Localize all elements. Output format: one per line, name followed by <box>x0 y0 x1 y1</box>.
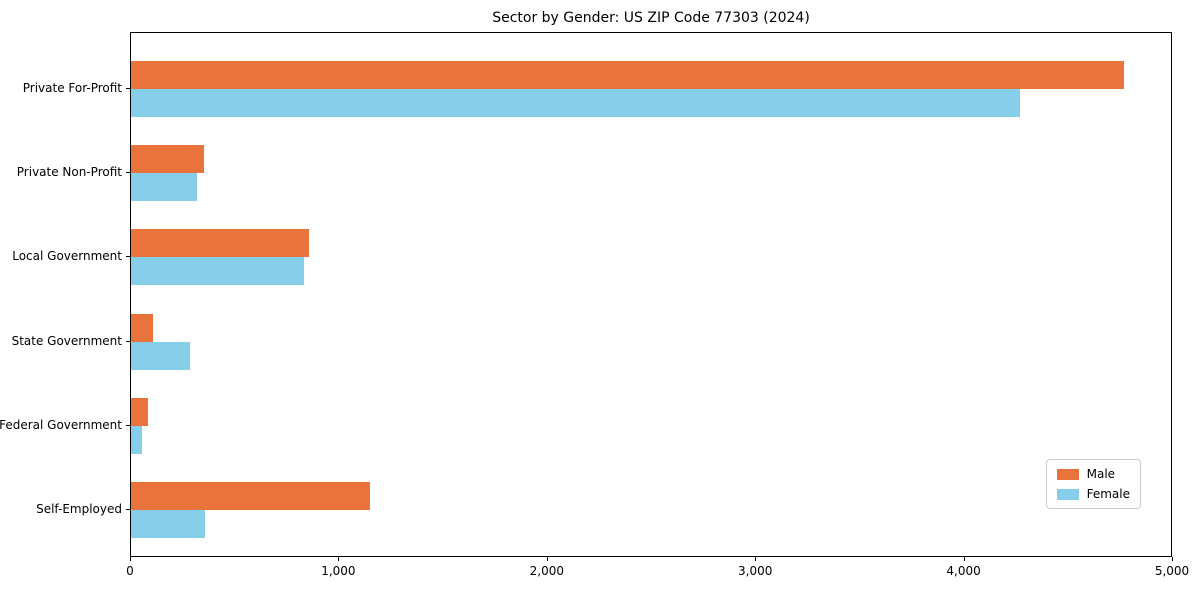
bar-female-federal-government <box>131 425 143 454</box>
bar-female-local-government <box>131 257 304 286</box>
xtick-label-4000: 4,000 <box>946 564 981 578</box>
xtick-mark-3000 <box>755 557 757 561</box>
ytick-label-federal-government: Federal Government <box>0 417 122 432</box>
ytick-label-private-for-profit: Private For-Profit <box>22 81 122 95</box>
legend-swatch-male-icon <box>1056 468 1079 480</box>
bar-male-private-for-profit <box>131 61 1125 89</box>
xtick-label-2000: 2,000 <box>529 564 564 578</box>
bar-male-private-non-profit <box>131 145 204 174</box>
ytick-label-state-government: State Government <box>11 333 122 348</box>
xtick-label-3000: 3,000 <box>738 564 773 578</box>
legend-label-male: Male <box>1086 467 1116 481</box>
ytick-mark-private-for-profit <box>126 88 130 89</box>
xtick-mark-1000 <box>338 557 340 561</box>
xtick-mark-5000 <box>1172 557 1173 561</box>
ytick-mark-federal-government <box>126 424 130 426</box>
xtick-label-5000: 5,000 <box>1154 564 1190 578</box>
ytick-label-self-employed: Self-Employed <box>36 502 122 516</box>
ytick-label-private-non-profit: Private Non-Profit <box>16 165 122 180</box>
legend-entry-female: Female <box>1056 487 1130 501</box>
ytick-label-local-government: Local Government <box>12 249 122 264</box>
bar-female-private-for-profit <box>131 89 1021 117</box>
chart-title: Sector by Gender: US ZIP Code 77303 (202… <box>492 10 810 26</box>
bar-female-self-employed <box>131 510 205 538</box>
legend-swatch-female-icon <box>1056 488 1079 500</box>
xtick-mark-2000 <box>546 557 548 561</box>
ytick-mark-state-government <box>126 340 130 342</box>
xtick-label-0: 0 <box>126 564 134 578</box>
bar-male-local-government <box>131 229 309 258</box>
ytick-mark-self-employed <box>126 509 130 510</box>
bar-male-state-government <box>131 313 153 342</box>
legend: Male Female <box>1045 459 1141 509</box>
bar-male-federal-government <box>131 397 148 426</box>
bar-male-self-employed <box>131 482 371 510</box>
xtick-label-1000: 1,000 <box>321 564 356 578</box>
plot-area: Male Female <box>130 32 1172 557</box>
legend-entry-male: Male <box>1056 467 1130 481</box>
legend-label-female: Female <box>1086 487 1130 501</box>
ytick-mark-private-non-profit <box>126 172 130 174</box>
bar-female-state-government <box>131 341 191 370</box>
xtick-mark-4000 <box>963 557 965 561</box>
ytick-mark-local-government <box>126 256 130 258</box>
xtick-mark-0 <box>130 557 131 561</box>
bar-female-private-non-profit <box>131 173 197 202</box>
